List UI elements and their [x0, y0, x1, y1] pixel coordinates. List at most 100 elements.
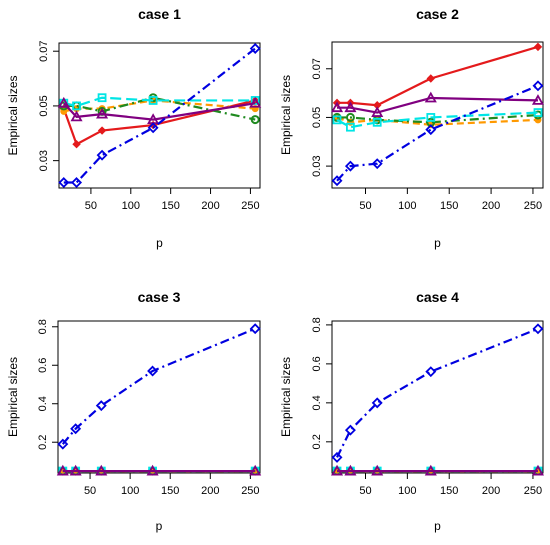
- data-point: [426, 113, 436, 122]
- x-tick-label: 150: [440, 200, 458, 212]
- data-point: [96, 149, 108, 161]
- data-point: [346, 122, 355, 132]
- data-point: [344, 101, 357, 113]
- series-line: [337, 96, 539, 114]
- data-point: [532, 323, 544, 335]
- y-tick-label: 0.05: [311, 107, 323, 128]
- data-point: [249, 323, 261, 335]
- y-axis-label: Empirical sizes: [279, 75, 293, 155]
- chart-panel: case 3 50 100 150 200 250 0.2 0.4 0.6 0.8 p Empiric…: [6, 289, 262, 533]
- chart-panel: case 4 50 100 150 200 250 0.2 0.4 0.6 0.8 p Empiric…: [279, 289, 545, 533]
- x-tick-label: 100: [122, 200, 140, 212]
- y-tick-label: 0.8: [311, 317, 323, 332]
- data-point: [95, 400, 107, 412]
- data-point: [148, 96, 158, 105]
- x-tick-label: 200: [201, 200, 219, 212]
- data-point: [344, 160, 356, 172]
- x-tick-label: 50: [84, 485, 96, 497]
- data-point: [372, 117, 382, 127]
- series-line: [337, 45, 539, 107]
- x-axis-label: p: [434, 236, 441, 250]
- data-point: [249, 464, 262, 476]
- chart-panel: case 2 50 100 150 200 250 0.03 0.05 0.07 p Empiric…: [279, 6, 545, 250]
- data-point: [532, 80, 544, 92]
- data-point: [70, 423, 82, 435]
- data-series: [330, 464, 545, 476]
- data-point: [96, 107, 109, 119]
- data-point: [531, 94, 545, 105]
- data-point: [147, 122, 159, 134]
- x-tick-label: 50: [85, 200, 97, 212]
- data-point: [331, 451, 343, 463]
- data-point: [345, 112, 355, 122]
- data-point: [371, 106, 384, 117]
- plot-frame: [58, 42, 261, 189]
- plot-frame: [57, 320, 261, 474]
- y-tick-label: 0.4: [37, 396, 49, 411]
- x-tick-label: 250: [524, 200, 542, 212]
- data-series: [331, 323, 544, 463]
- y-tick-label: 0.03: [38, 150, 50, 171]
- y-tick-label: 0.07: [38, 40, 50, 61]
- data-point: [57, 96, 70, 108]
- x-tick-label: 100: [398, 200, 416, 212]
- series-line: [63, 99, 256, 113]
- x-tick-label: 150: [440, 485, 458, 497]
- chart-title: case 2: [416, 6, 459, 22]
- chart-title: case 3: [138, 289, 181, 305]
- data-point: [97, 126, 107, 135]
- data-point: [331, 175, 343, 187]
- series-line: [336, 327, 539, 458]
- chart-title: case 1: [138, 6, 181, 22]
- y-tick-label: 0.2: [37, 435, 49, 450]
- data-point: [330, 101, 344, 113]
- data-point: [56, 464, 69, 476]
- x-axis-label: p: [434, 519, 441, 533]
- series-line: [336, 84, 539, 182]
- chart-panel: case 1 50 100 150 200 250 0.03 0.05 0.07 p Empiric…: [6, 6, 262, 250]
- series-line: [61, 327, 256, 445]
- x-axis-label: p: [156, 519, 163, 533]
- data-point: [70, 110, 83, 122]
- x-tick-label: 200: [201, 485, 219, 497]
- x-tick-label: 250: [241, 485, 259, 497]
- data-point: [146, 464, 159, 476]
- x-tick-label: 100: [121, 485, 139, 497]
- data-series: [331, 80, 544, 187]
- data-point: [57, 438, 69, 450]
- data-series: [57, 323, 261, 450]
- data-point: [371, 464, 384, 476]
- data-point: [330, 464, 344, 476]
- y-axis-label: Empirical sizes: [6, 357, 20, 437]
- data-point: [344, 464, 357, 476]
- data-point: [371, 158, 383, 170]
- data-point: [533, 42, 543, 52]
- data-point: [424, 91, 437, 103]
- x-tick-label: 100: [398, 485, 416, 497]
- x-tick-label: 150: [161, 200, 179, 212]
- x-tick-label: 50: [359, 200, 371, 212]
- plot-frame: [331, 41, 544, 189]
- y-tick-label: 0.6: [37, 358, 49, 373]
- x-tick-label: 150: [161, 485, 179, 497]
- data-series: [58, 42, 261, 189]
- data-point: [97, 93, 107, 103]
- y-tick-label: 0.2: [311, 434, 323, 449]
- data-point: [344, 424, 356, 436]
- data-point: [533, 108, 543, 117]
- data-point: [72, 101, 81, 111]
- data-point: [371, 397, 383, 409]
- chart-title: case 4: [416, 289, 459, 305]
- plot-frame: [331, 320, 544, 474]
- series-line: [336, 111, 539, 129]
- y-tick-label: 0.05: [38, 95, 50, 116]
- data-point: [147, 365, 159, 377]
- data-point: [531, 464, 545, 476]
- x-tick-label: 250: [241, 200, 259, 212]
- data-point: [72, 140, 81, 149]
- data-point: [71, 177, 83, 189]
- x-tick-label: 50: [359, 485, 371, 497]
- y-tick-label: 0.07: [311, 58, 323, 79]
- data-series: [57, 96, 262, 125]
- data-point: [426, 74, 436, 83]
